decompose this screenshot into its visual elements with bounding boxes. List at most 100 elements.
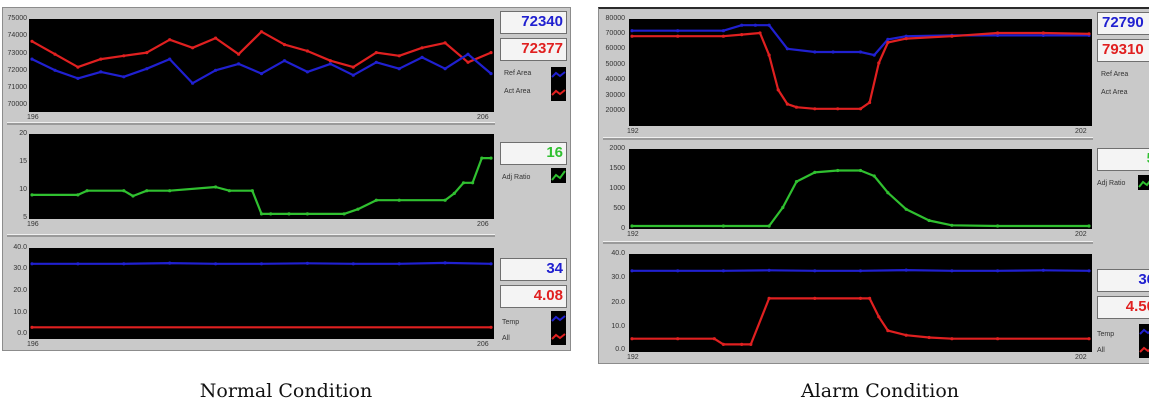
adj-ratio-series-point bbox=[259, 212, 264, 216]
area-series-point bbox=[76, 65, 80, 69]
temp-alarm-series-point bbox=[767, 296, 771, 300]
area-series-point bbox=[259, 72, 264, 76]
adj-ratio-series-line-0 bbox=[632, 169, 1089, 228]
area-series-point bbox=[282, 59, 287, 63]
area-series-point bbox=[443, 41, 447, 45]
temp-alarm-series-point bbox=[996, 337, 1000, 341]
adj-ratio-chart bbox=[630, 168, 1091, 228]
y-tick-label: 80000 bbox=[605, 15, 625, 22]
x-tick-label: 202 bbox=[1075, 231, 1087, 238]
y-tick-label: 70000 bbox=[605, 30, 625, 37]
area-series-point bbox=[466, 60, 470, 64]
ref-area-label: Ref Area bbox=[504, 70, 532, 77]
area-series-point bbox=[191, 81, 195, 85]
area-series-point bbox=[30, 39, 34, 43]
adj-ratio-series-point bbox=[781, 205, 785, 210]
y-tick-label: 60000 bbox=[605, 45, 625, 52]
adj-ratio-series-point bbox=[85, 189, 89, 193]
area-series-point bbox=[868, 100, 872, 105]
area-series-point bbox=[328, 59, 332, 63]
alarm-value: 4.08 bbox=[500, 285, 567, 308]
temp-alarm-series-point bbox=[305, 261, 309, 265]
temp-alarm-series-point bbox=[676, 269, 680, 273]
area-series-point bbox=[858, 50, 863, 54]
adj-ratio-series-point bbox=[630, 224, 634, 228]
area-plot bbox=[29, 19, 494, 112]
adj-ratio-series-point bbox=[858, 168, 863, 173]
temp-alarm-series-point bbox=[351, 262, 355, 266]
y-tick-label: 0.0 bbox=[615, 346, 625, 353]
area-series-point bbox=[996, 33, 1000, 37]
temp-alarm-series-point bbox=[1087, 337, 1091, 341]
temp-alarm-series-point bbox=[904, 333, 908, 337]
area-series-point bbox=[676, 29, 680, 33]
x-tick-label: 192 bbox=[627, 231, 639, 238]
temp-alarm-series-point bbox=[813, 296, 817, 300]
adj-ratio-chart bbox=[30, 156, 493, 216]
area-series-point bbox=[877, 61, 881, 65]
adj-ratio-series-point bbox=[397, 198, 401, 202]
temp-alarm-series-point bbox=[767, 268, 771, 272]
temp-legend-swatch bbox=[551, 311, 566, 345]
temp-alarm-series-point bbox=[721, 342, 725, 346]
area-series-point bbox=[785, 47, 789, 51]
area-series-point bbox=[214, 36, 218, 40]
area-series-point bbox=[886, 37, 890, 41]
adj-ratio-series-point bbox=[452, 191, 456, 195]
y-tick-label: 20.0 bbox=[13, 287, 27, 294]
temp-alarm-series-point bbox=[630, 337, 634, 341]
ref-area-label: Ref Area bbox=[1101, 71, 1129, 78]
adj-ratio-series-point bbox=[996, 224, 1000, 228]
area-series-point bbox=[397, 67, 401, 71]
adj-ratio-series-point bbox=[480, 156, 484, 160]
area-series-point bbox=[740, 23, 744, 27]
adj-ratio-series-point bbox=[886, 191, 890, 195]
adj-ratio-legend-swatch bbox=[1138, 175, 1149, 190]
area-series-point bbox=[813, 50, 817, 54]
adj-ratio-series-point bbox=[950, 223, 954, 227]
area-series-point bbox=[872, 53, 876, 57]
adj-ratio-series-point bbox=[145, 189, 149, 193]
x-tick-label: 196 bbox=[27, 221, 39, 228]
y-tick-label: 500 bbox=[613, 205, 625, 212]
temp-value: 36 bbox=[1097, 269, 1149, 292]
area-series-point bbox=[767, 53, 771, 57]
act-area-label: Act Area bbox=[1101, 89, 1128, 96]
area-series-point bbox=[904, 34, 908, 38]
temp-label: Temp bbox=[1097, 331, 1115, 338]
x-tick-label: 206 bbox=[477, 114, 489, 121]
adj-ratio-series-point bbox=[489, 156, 493, 160]
ref-area-value: 72790 bbox=[1097, 12, 1149, 35]
area-series-line-0 bbox=[31, 30, 492, 69]
area-series-point bbox=[836, 107, 840, 111]
y-tick-label: 10 bbox=[19, 186, 27, 193]
x-tick-label: 202 bbox=[1075, 354, 1087, 361]
area-series-point bbox=[351, 65, 355, 69]
temp-legend-swatch bbox=[1139, 324, 1149, 358]
adj-ratio-series-point bbox=[214, 185, 218, 189]
area-series-point bbox=[1041, 33, 1045, 37]
area-series-point bbox=[305, 49, 309, 53]
temp-alarm-series-point bbox=[877, 315, 881, 319]
adj-ratio-series-point bbox=[721, 224, 725, 228]
area-series-point bbox=[214, 68, 218, 72]
ref-area-value: 72340 bbox=[500, 11, 567, 34]
area-series-point bbox=[191, 46, 195, 50]
x-tick-label: 206 bbox=[477, 221, 489, 228]
adj-ratio-series-point bbox=[443, 198, 447, 202]
divider bbox=[7, 234, 495, 237]
temp-alarm-series-point bbox=[630, 269, 634, 273]
temp-alarm-series-point bbox=[30, 325, 34, 329]
y-tick-label: 72000 bbox=[7, 67, 27, 74]
y-tick-label: 2000 bbox=[609, 145, 625, 152]
temp-alarm-chart bbox=[630, 268, 1091, 346]
area-plot bbox=[629, 19, 1092, 126]
area-series-point bbox=[904, 37, 908, 41]
area-series-point bbox=[259, 30, 264, 34]
adj-ratio-legend-swatch bbox=[551, 168, 566, 183]
adj-ratio-series-point bbox=[767, 224, 771, 228]
area-series-point bbox=[53, 52, 57, 56]
x-tick-label: 192 bbox=[627, 354, 639, 361]
adj-ratio-series-point bbox=[813, 170, 817, 174]
x-tick-label: 196 bbox=[27, 341, 39, 348]
